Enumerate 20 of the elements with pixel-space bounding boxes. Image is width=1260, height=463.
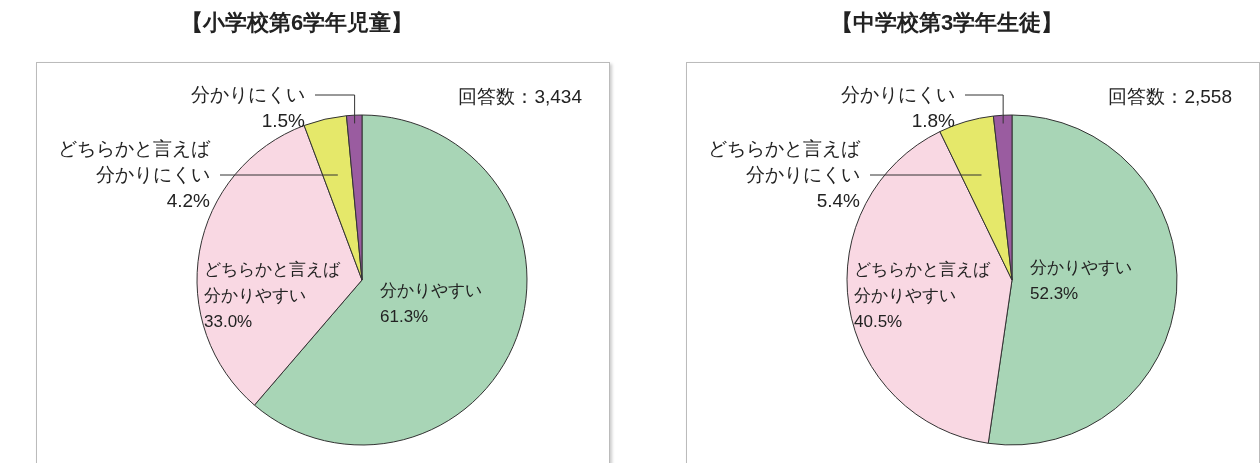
data-label: 5.4% (816, 190, 861, 211)
chart-title: 【中学校第3学年生徒】 (829, 9, 1065, 37)
data-label: 4.2% (166, 190, 211, 211)
slice-label: どちらかと言えば分かりにくい (708, 138, 861, 185)
slice-label: 分かりにくい (191, 84, 305, 105)
slice-label: 分かりやすい (1030, 257, 1132, 277)
data-label: 33.0% (204, 312, 253, 331)
slice-label: どちらかと言えば分かりやすい (204, 260, 341, 305)
text: 回答数：3,434 (458, 85, 582, 109)
text: 回答数：2,558 (1108, 85, 1232, 109)
slice-label: どちらかと言えば分かりにくい (58, 138, 211, 185)
data-label: 40.5% (854, 312, 903, 331)
slice-label: 分かりやすい (380, 280, 482, 300)
chart-title: 【小学校第6学年児童】 (179, 9, 415, 37)
data-label: 1.8% (911, 110, 956, 131)
slice-label: どちらかと言えば分かりやすい (854, 260, 991, 305)
data-label: 61.3% (380, 306, 429, 326)
data-label: 1.5% (261, 110, 306, 131)
slice-label: 分かりにくい (841, 84, 955, 105)
data-label: 52.3% (1030, 283, 1079, 303)
